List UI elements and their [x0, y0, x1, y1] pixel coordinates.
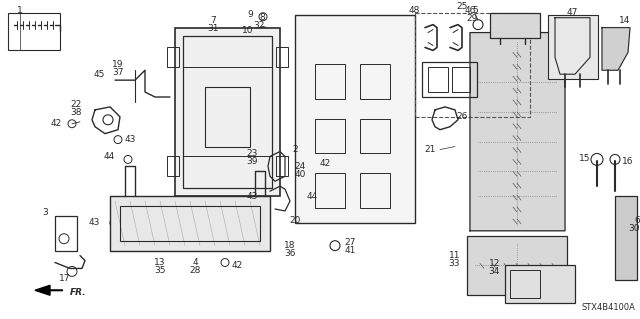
Text: 48: 48	[408, 6, 420, 15]
Bar	[422, 62, 477, 97]
Text: 24: 24	[294, 162, 306, 171]
Bar	[490, 13, 540, 38]
Bar	[315, 64, 345, 99]
Bar	[276, 156, 288, 176]
Text: 7: 7	[210, 16, 216, 25]
Text: 32: 32	[253, 21, 265, 30]
Text: 16: 16	[622, 157, 634, 166]
Text: 29: 29	[467, 14, 478, 23]
Text: 44: 44	[104, 152, 115, 161]
Bar	[167, 156, 179, 176]
Text: 18: 18	[284, 241, 296, 250]
Text: 41: 41	[344, 246, 356, 255]
Text: 39: 39	[246, 157, 258, 166]
Bar	[55, 216, 77, 251]
Text: 9: 9	[247, 10, 253, 19]
Text: 10: 10	[241, 26, 253, 35]
Text: 28: 28	[189, 266, 201, 275]
Text: 1: 1	[17, 6, 23, 15]
Text: 3: 3	[42, 208, 48, 218]
Bar	[110, 196, 270, 251]
Text: 30: 30	[628, 224, 640, 233]
Bar	[8, 13, 60, 50]
Bar	[360, 119, 390, 153]
Text: 36: 36	[284, 249, 296, 258]
Text: 42: 42	[51, 119, 62, 128]
Polygon shape	[470, 33, 565, 231]
Bar	[205, 87, 250, 146]
Bar	[315, 173, 345, 208]
Text: 15: 15	[579, 154, 590, 163]
Text: 25: 25	[456, 2, 468, 11]
Text: 26: 26	[456, 112, 468, 121]
Bar	[548, 15, 598, 79]
Bar	[120, 206, 260, 241]
Text: 38: 38	[70, 108, 82, 117]
Text: 40: 40	[294, 170, 306, 179]
Bar	[360, 64, 390, 99]
Text: 42: 42	[232, 261, 243, 270]
Bar	[510, 271, 540, 298]
Bar	[167, 48, 179, 67]
Text: 4: 4	[192, 258, 198, 267]
Text: 13: 13	[154, 258, 166, 267]
Text: 42: 42	[319, 159, 331, 168]
Text: 21: 21	[424, 145, 436, 154]
Text: 31: 31	[207, 24, 219, 33]
Text: STX4B4100A: STX4B4100A	[581, 303, 635, 312]
Text: 45: 45	[93, 70, 105, 79]
Bar	[183, 35, 272, 188]
Text: 43: 43	[88, 219, 100, 227]
Polygon shape	[602, 28, 630, 70]
Bar	[428, 67, 448, 92]
Polygon shape	[555, 18, 590, 74]
Bar	[452, 67, 470, 92]
Text: 2: 2	[292, 145, 298, 154]
Bar	[315, 119, 345, 153]
Text: 47: 47	[566, 8, 578, 17]
Text: 34: 34	[488, 267, 500, 276]
Text: FR.: FR.	[70, 288, 86, 297]
Text: 23: 23	[246, 149, 258, 158]
Text: 14: 14	[620, 16, 630, 25]
Text: 20: 20	[289, 216, 301, 226]
Text: 6: 6	[634, 216, 640, 226]
Polygon shape	[35, 285, 50, 295]
Bar	[295, 15, 415, 223]
Text: 46: 46	[464, 6, 476, 15]
Text: 43: 43	[124, 135, 136, 144]
Text: 12: 12	[488, 259, 500, 268]
Text: 8: 8	[259, 13, 265, 22]
Text: 22: 22	[71, 100, 82, 109]
Bar	[505, 265, 575, 303]
Text: 11: 11	[449, 251, 460, 260]
Text: 37: 37	[112, 68, 124, 77]
Text: 17: 17	[60, 274, 71, 283]
Text: 35: 35	[154, 266, 166, 275]
Bar	[276, 48, 288, 67]
Bar	[175, 28, 280, 196]
Text: 5: 5	[472, 6, 478, 15]
Bar	[467, 236, 567, 295]
Bar	[415, 13, 530, 117]
Text: 27: 27	[344, 238, 356, 247]
Text: 43: 43	[246, 192, 258, 201]
Text: 33: 33	[449, 259, 460, 268]
Bar	[615, 196, 637, 280]
Text: 44: 44	[307, 192, 317, 201]
Text: 19: 19	[112, 60, 124, 69]
Bar	[360, 173, 390, 208]
